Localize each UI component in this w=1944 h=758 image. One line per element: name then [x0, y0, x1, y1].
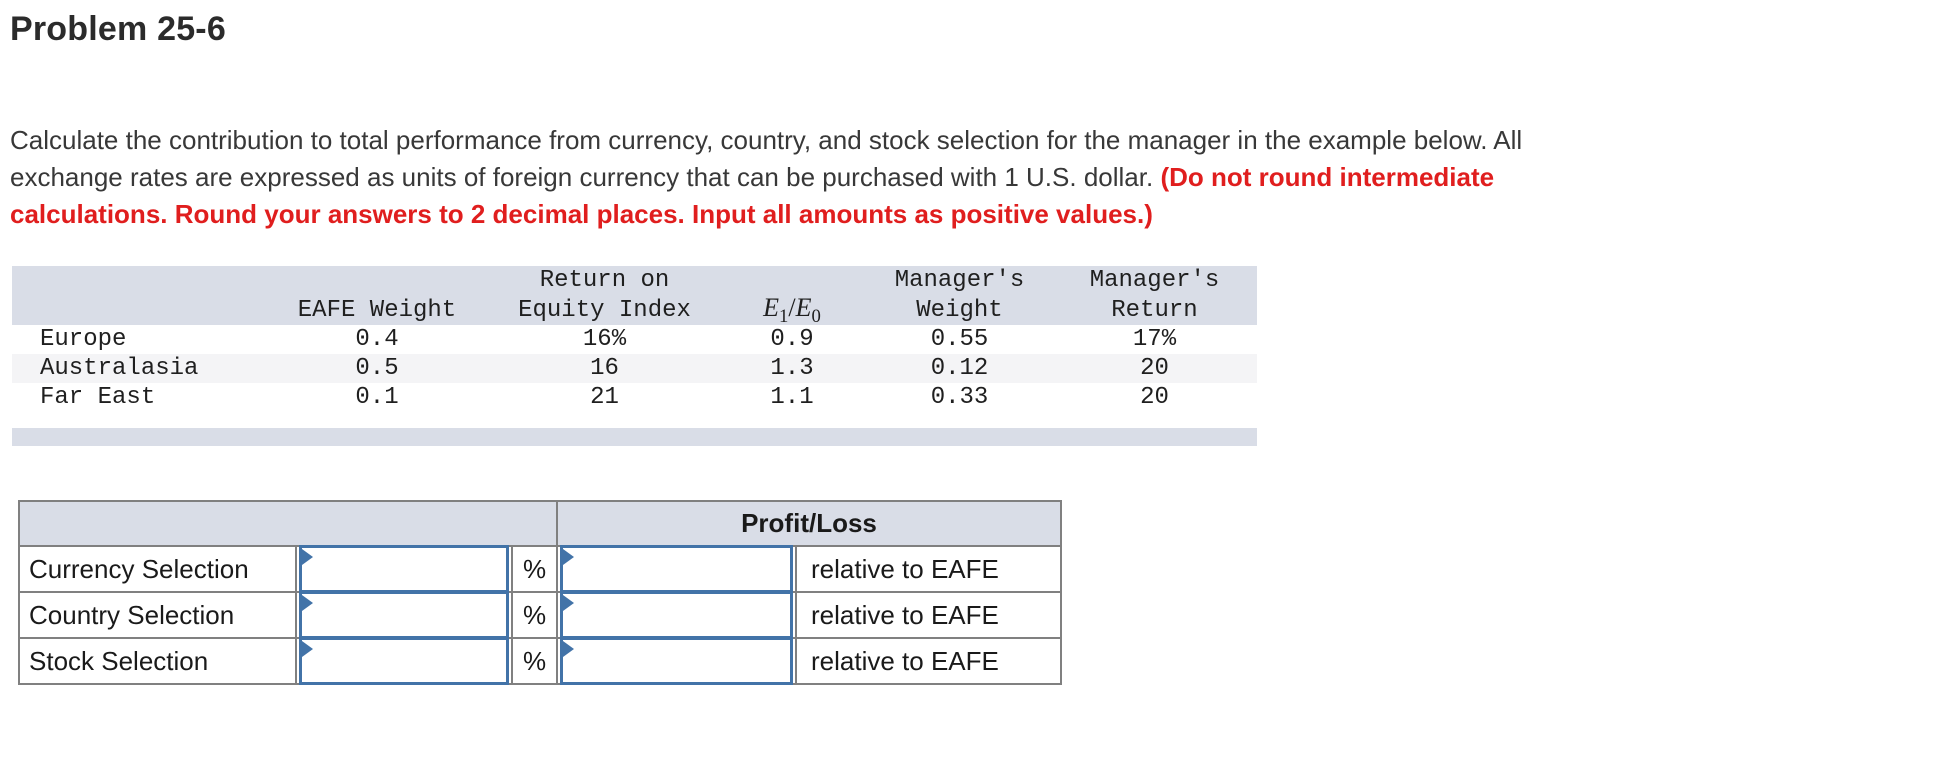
input-cell	[295, 637, 513, 685]
row-label: Country Selection	[18, 591, 297, 639]
answer-table: Profit/Loss Currency Selection % relativ…	[18, 500, 1062, 685]
problem-statement: Calculate the contribution to total perf…	[10, 122, 1910, 233]
data-cell: 16%	[582, 326, 627, 353]
input-cell	[556, 545, 797, 593]
region-label: Australasia	[40, 355, 199, 382]
problem-line: Calculate the contribution to total perf…	[10, 125, 1523, 155]
exhibit-table-footer-bar	[12, 428, 1257, 446]
header-e1-e0: E1/E0	[763, 293, 821, 328]
answer-header-empty	[18, 500, 558, 547]
data-cell: 17%	[1132, 326, 1177, 353]
data-cell: 0.33	[930, 384, 989, 411]
data-cell: 1.3	[770, 355, 814, 382]
data-cell: 0.12	[930, 355, 989, 382]
data-cell: 0.1	[355, 384, 399, 411]
header-return-on-equity-index: Return on Equity Index	[518, 267, 691, 324]
problem-line: exchange rates are expressed as units of…	[10, 162, 1495, 192]
problem-line: calculations. Round your answers to 2 de…	[10, 199, 1153, 229]
table-row-far-east: Far East 0.1 21 1.1 0.33 20	[12, 383, 1257, 412]
currency-selection-profitloss-input[interactable]	[560, 545, 793, 593]
data-cell: 16	[590, 355, 619, 382]
answer-row-stock-selection: Stock Selection % relative to EAFE	[18, 637, 1062, 685]
data-cell: 0.5	[355, 355, 399, 382]
country-selection-profitloss-input[interactable]	[560, 591, 793, 639]
header-managers-weight: Manager's Weight	[894, 267, 1025, 324]
relative-to-eafe-label: relative to EAFE	[795, 591, 1062, 639]
data-cell: 0.55	[930, 326, 989, 353]
data-cell: 20	[1140, 384, 1169, 411]
page-title: Problem 25-6	[10, 10, 226, 48]
answer-row-currency-selection: Currency Selection % relative to EAFE	[18, 545, 1062, 593]
relative-to-eafe-label: relative to EAFE	[795, 545, 1062, 593]
row-label: Currency Selection	[18, 545, 297, 593]
row-label: Stock Selection	[18, 637, 297, 685]
profit-loss-header: Profit/Loss	[556, 500, 1062, 547]
exhibit-table-header: EAFE Weight Return on Equity Index E1/E0 …	[12, 266, 1257, 326]
exhibit-table: EAFE Weight Return on Equity Index E1/E0 …	[12, 266, 1257, 446]
header-managers-return: Manager's Return	[1089, 267, 1220, 324]
percent-sign: %	[511, 545, 558, 593]
stock-selection-percent-input[interactable]	[299, 637, 509, 685]
input-cell	[556, 591, 797, 639]
header-eafe-weight: EAFE Weight	[297, 297, 457, 324]
table-row-australasia: Australasia 0.5 16 1.3 0.12 20	[12, 354, 1257, 383]
region-label: Far East	[40, 384, 156, 411]
region-label: Europe	[40, 326, 127, 353]
percent-sign: %	[511, 591, 558, 639]
table-row-europe: Europe 0.4 16% 0.9 0.55 17%	[12, 325, 1257, 354]
percent-sign: %	[511, 637, 558, 685]
data-cell: 21	[590, 384, 619, 411]
data-cell: 0.4	[355, 326, 399, 353]
header-region	[12, 266, 262, 330]
answer-table-header-row: Profit/Loss	[18, 500, 1062, 547]
stock-selection-profitloss-input[interactable]	[560, 637, 793, 685]
input-cell	[295, 591, 513, 639]
relative-to-eafe-label: relative to EAFE	[795, 637, 1062, 685]
data-cell: 20	[1140, 355, 1169, 382]
input-cell	[295, 545, 513, 593]
data-cell: 1.1	[770, 384, 814, 411]
answer-row-country-selection: Country Selection % relative to EAFE	[18, 591, 1062, 639]
country-selection-percent-input[interactable]	[299, 591, 509, 639]
currency-selection-percent-input[interactable]	[299, 545, 509, 593]
data-cell: 0.9	[770, 326, 814, 353]
input-cell	[556, 637, 797, 685]
